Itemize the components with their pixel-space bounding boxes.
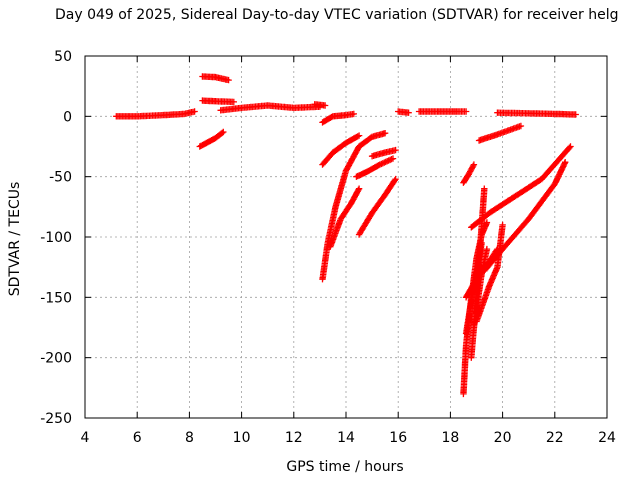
series-track-10 bbox=[327, 185, 363, 250]
chart-title: Day 049 of 2025, Sidereal Day-to-day VTE… bbox=[55, 7, 618, 23]
x-tick-label: 24 bbox=[598, 430, 616, 446]
series-track-24 bbox=[481, 159, 569, 274]
data-point-markers bbox=[415, 108, 470, 115]
x-tick-label: 18 bbox=[441, 430, 459, 446]
x-tick-label: 12 bbox=[285, 430, 303, 446]
series-track-9 bbox=[319, 130, 389, 283]
data-layer bbox=[113, 73, 579, 398]
series-track-25 bbox=[475, 122, 525, 144]
series-track-3 bbox=[199, 97, 237, 106]
x-tick-label: 20 bbox=[494, 430, 512, 446]
data-point-markers bbox=[217, 102, 324, 114]
series-track-11 bbox=[353, 155, 397, 180]
y-tick-label: -150 bbox=[40, 290, 72, 306]
x-tick-label: 14 bbox=[337, 430, 355, 446]
data-point-markers bbox=[199, 97, 237, 106]
y-axis-label: SDTVAR / TECUs bbox=[7, 182, 23, 297]
data-point-markers bbox=[395, 108, 412, 116]
series-track-8 bbox=[319, 132, 363, 168]
data-point-markers bbox=[319, 110, 357, 126]
y-tick-label: 50 bbox=[54, 49, 72, 65]
series-track-13 bbox=[355, 175, 399, 238]
x-tick-label: 10 bbox=[233, 430, 251, 446]
series-track-15 bbox=[415, 108, 470, 115]
data-point-markers bbox=[481, 159, 569, 274]
series-track-26 bbox=[494, 109, 579, 118]
x-tick-label: 8 bbox=[185, 430, 194, 446]
axis-ticks: 4 6 8 10 12 14 16 18 20 22 24 -250 -200 -150 -100 -50 0 5… bbox=[40, 49, 616, 446]
data-point-markers bbox=[460, 161, 478, 186]
x-axis-label: GPS time / hours bbox=[286, 459, 403, 475]
data-point-markers bbox=[355, 175, 399, 238]
data-point-markers bbox=[468, 143, 574, 231]
series-track-1 bbox=[113, 108, 198, 120]
data-point-markers bbox=[327, 185, 363, 250]
data-point-markers bbox=[353, 155, 397, 180]
y-tick-label: -50 bbox=[49, 170, 72, 186]
y-tick-label: 0 bbox=[63, 109, 72, 125]
series-track-12 bbox=[368, 146, 399, 160]
data-point-markers bbox=[494, 109, 579, 118]
y-tick-label: -250 bbox=[40, 411, 72, 427]
series-track-14 bbox=[395, 108, 412, 116]
series-track-6 bbox=[311, 101, 329, 109]
series-track-16 bbox=[460, 161, 478, 186]
data-point-markers bbox=[319, 130, 389, 283]
series-track-22 bbox=[468, 143, 574, 231]
data-point-markers bbox=[319, 132, 363, 168]
data-point-markers bbox=[196, 128, 227, 150]
data-point-markers bbox=[113, 108, 198, 120]
data-point-markers bbox=[199, 73, 232, 84]
x-tick-label: 6 bbox=[133, 430, 142, 446]
series-track-2 bbox=[199, 73, 232, 84]
x-tick-label: 4 bbox=[81, 430, 90, 446]
y-tick-label: -100 bbox=[40, 230, 72, 246]
series-track-5 bbox=[217, 102, 324, 114]
x-tick-label: 22 bbox=[546, 430, 564, 446]
data-point-markers bbox=[311, 101, 329, 109]
series-track-4 bbox=[196, 128, 227, 150]
data-point-markers bbox=[368, 146, 399, 160]
x-tick-label: 16 bbox=[389, 430, 407, 446]
series-track-7 bbox=[319, 110, 357, 126]
y-tick-label: -200 bbox=[40, 351, 72, 367]
data-point-markers bbox=[475, 122, 525, 144]
